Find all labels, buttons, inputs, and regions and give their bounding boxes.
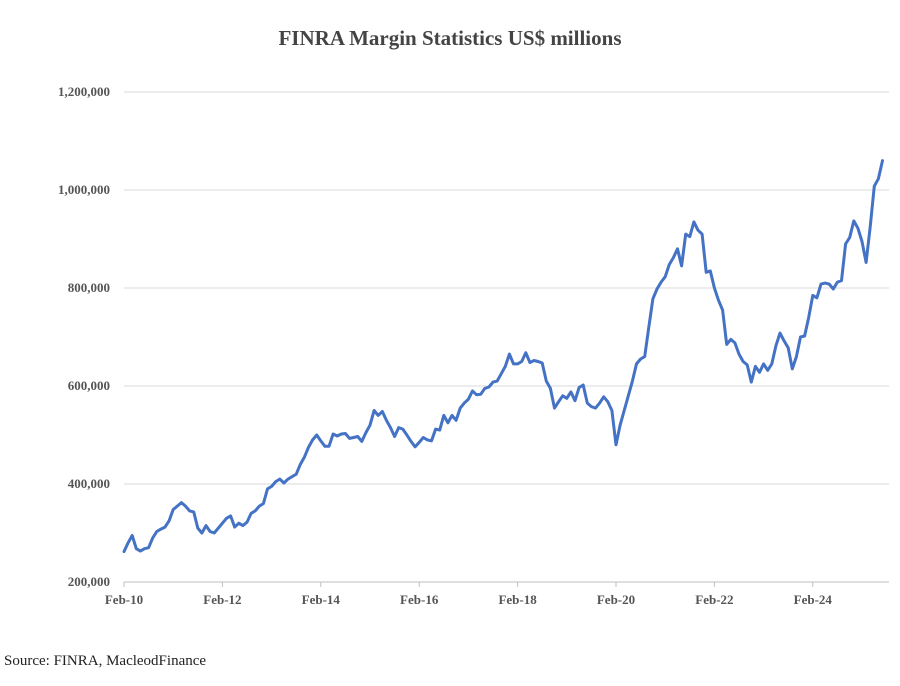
x-tick-label: Feb-14 [302, 592, 341, 607]
source-note: Source: FINRA, MacleodFinance [4, 653, 207, 669]
y-axis-ticks: 200,000 400,000 600,000 800,000 1,000,000 1,2… [58, 84, 110, 589]
x-tick-label: Feb-16 [400, 592, 439, 607]
y-tick-label: 400,000 [68, 476, 110, 491]
x-tick-label: Feb-18 [498, 592, 537, 607]
y-tick-label: 200,000 [68, 574, 110, 589]
x-tick-label: Feb-10 [105, 592, 143, 607]
y-tick-label: 1,200,000 [58, 84, 110, 99]
y-tick-label: 800,000 [68, 280, 110, 295]
x-tick-label: Feb-22 [695, 592, 733, 607]
gridlines [124, 91, 889, 485]
y-tick-label: 600,000 [68, 378, 110, 393]
chart-title: FINRA Margin Statistics US$ millions [278, 26, 622, 50]
series-line-margin-debt [122, 159, 884, 554]
y-tick-label: 1,000,000 [58, 182, 110, 197]
x-axis-ticks: Feb-10 Feb-12 Feb-14 Feb-16 Feb-18 Feb-20 Feb-… [105, 582, 833, 607]
x-tick-label: Feb-12 [203, 592, 241, 607]
x-tick-label: Feb-24 [794, 592, 833, 607]
x-tick-label: Feb-20 [597, 592, 635, 607]
